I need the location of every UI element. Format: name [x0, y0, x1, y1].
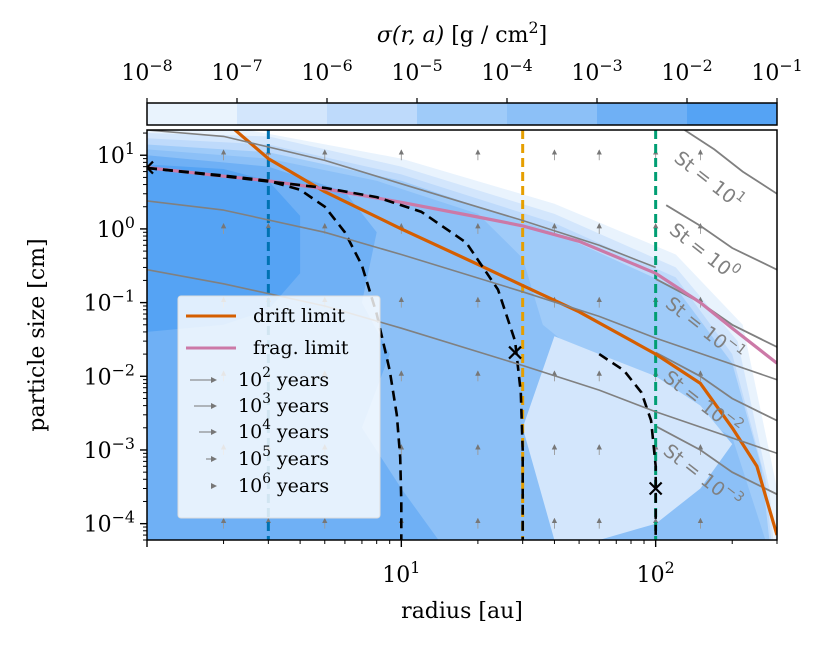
colorbar-band — [237, 103, 328, 125]
stokes-lines — [655, 130, 777, 496]
y-tick-label: 10−2 — [84, 360, 135, 390]
x-axis-ticks: 101 102 — [146, 540, 778, 588]
colorbar-band — [507, 103, 598, 125]
colorbar-tick-label: 10−2 — [661, 56, 712, 86]
colorbar-tick-label: 10−5 — [391, 56, 442, 86]
colorbar-band — [597, 103, 688, 125]
marker-x — [648, 481, 663, 496]
colorbar-title: σ(r, a) [g / cm2] — [377, 18, 547, 48]
y-axis-label: particle size [cm] — [25, 238, 50, 431]
colorbar-band — [327, 103, 418, 125]
colorbar-tick-label: 10−6 — [301, 56, 352, 86]
x-axis-label: radius [au] — [401, 599, 523, 624]
colorbar-tick-label: 10−7 — [211, 56, 262, 86]
marker-x — [508, 345, 522, 360]
legend-box — [177, 295, 381, 519]
legend-label: 102 years — [238, 365, 329, 391]
marker-stroke — [648, 481, 663, 496]
colorbar-band — [417, 103, 508, 125]
colorbar-tick-label: 10−8 — [121, 56, 172, 86]
stokes-line — [665, 204, 777, 271]
y-tick-label: 10−4 — [84, 508, 135, 538]
colorbar-tick-label: 10−4 — [481, 56, 532, 86]
x-tick-label: 101 — [382, 558, 420, 588]
stokes-line — [655, 351, 777, 422]
series-line — [147, 130, 656, 269]
legend-label: drift limit — [253, 305, 345, 327]
legend-label: frag. limit — [253, 337, 349, 359]
colorbar — [146, 102, 778, 126]
y-tick-label: 101 — [97, 139, 135, 169]
series-line-drift-limit — [232, 130, 777, 536]
markers — [147, 160, 663, 496]
marker-stroke — [147, 166, 154, 175]
y-tick-label: 10−3 — [84, 434, 135, 464]
stokes-line — [684, 130, 777, 195]
plot-frame — [146, 129, 778, 541]
legend-label: 105 years — [238, 444, 329, 470]
contour-band — [522, 336, 733, 540]
series-line — [598, 353, 657, 540]
series-lines — [147, 130, 777, 540]
stokes-line — [655, 425, 777, 496]
legend-label: 103 years — [238, 391, 329, 417]
marker-x — [147, 160, 154, 175]
legend-label: 106 years — [238, 471, 329, 497]
colorbar-band — [687, 103, 778, 125]
colorbar-frame — [146, 102, 778, 126]
legend-label: 104 years — [238, 417, 329, 443]
colorbar-band — [147, 103, 238, 125]
y-axis-ticks: 10−4 10−3 10−2 10−1 100 101 — [84, 132, 147, 541]
colorbar-tick-label: 10−1 — [751, 56, 802, 86]
marker-stroke — [508, 345, 522, 360]
colorbar-tick-label: 10−3 — [571, 56, 622, 86]
marker-stroke — [147, 160, 154, 170]
colorbar-tick-labels: 10−8 10−7 10−6 10−5 10−4 10−3 10−2 10−1 — [121, 56, 803, 103]
series-line — [147, 200, 777, 381]
series-line — [147, 268, 777, 455]
x-tick-label: 102 — [637, 558, 675, 588]
y-tick-label: 100 — [97, 213, 135, 243]
series-line — [147, 166, 524, 540]
y-tick-label: 10−1 — [84, 287, 135, 317]
